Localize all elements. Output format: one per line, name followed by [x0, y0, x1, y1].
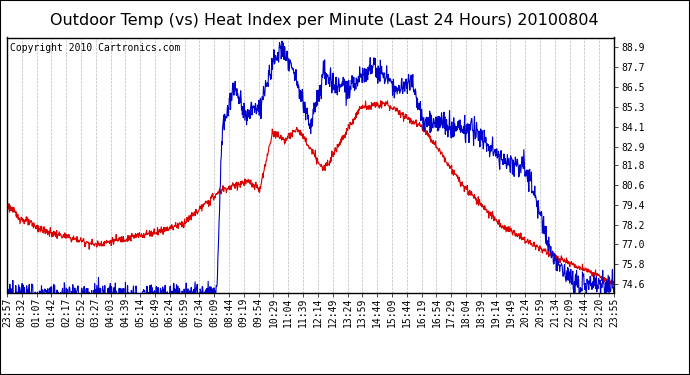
- Text: Outdoor Temp (vs) Heat Index per Minute (Last 24 Hours) 20100804: Outdoor Temp (vs) Heat Index per Minute …: [50, 13, 599, 28]
- Text: Copyright 2010 Cartronics.com: Copyright 2010 Cartronics.com: [10, 43, 180, 52]
